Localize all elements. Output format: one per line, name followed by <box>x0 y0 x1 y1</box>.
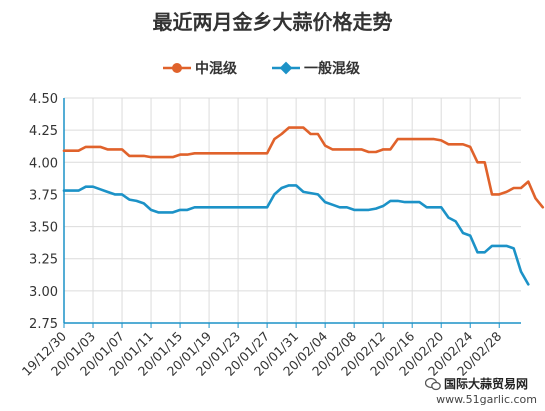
y-tick-label: 2.75 <box>29 317 58 332</box>
legend-item-series-2[interactable]: 一般混级 <box>272 58 360 78</box>
watermark-name: 国际大蒜贸易网 <box>444 377 529 391</box>
legend-label-series-1: 中混级 <box>195 61 237 77</box>
watermark: 国际大蒜贸易网 www.51garlic.com <box>425 375 537 406</box>
y-tick-label: 3.00 <box>29 285 58 300</box>
y-tick-label: 4.00 <box>29 156 58 171</box>
chart-title: 最近两月金乡大蒜价格走势 <box>152 10 393 34</box>
y-tick-label: 4.50 <box>29 92 58 107</box>
y-tick-label: 3.25 <box>29 253 58 268</box>
series-line-2 <box>62 184 530 286</box>
legend-label-series-2: 一般混级 <box>304 61 360 77</box>
watermark-url: www.51garlic.com <box>436 393 537 406</box>
legend-marker-series-2 <box>272 61 300 75</box>
series-line-1 <box>62 126 545 209</box>
wechat-icon <box>425 377 441 390</box>
legend-item-series-1[interactable]: 中混级 <box>163 58 237 78</box>
y-tick-label: 3.75 <box>29 188 58 203</box>
y-tick-label: 3.50 <box>29 221 58 236</box>
legend-marker-series-1 <box>163 63 191 73</box>
legend: 中混级 一般混级 <box>0 58 545 80</box>
y-tick-label: 4.25 <box>29 124 58 139</box>
